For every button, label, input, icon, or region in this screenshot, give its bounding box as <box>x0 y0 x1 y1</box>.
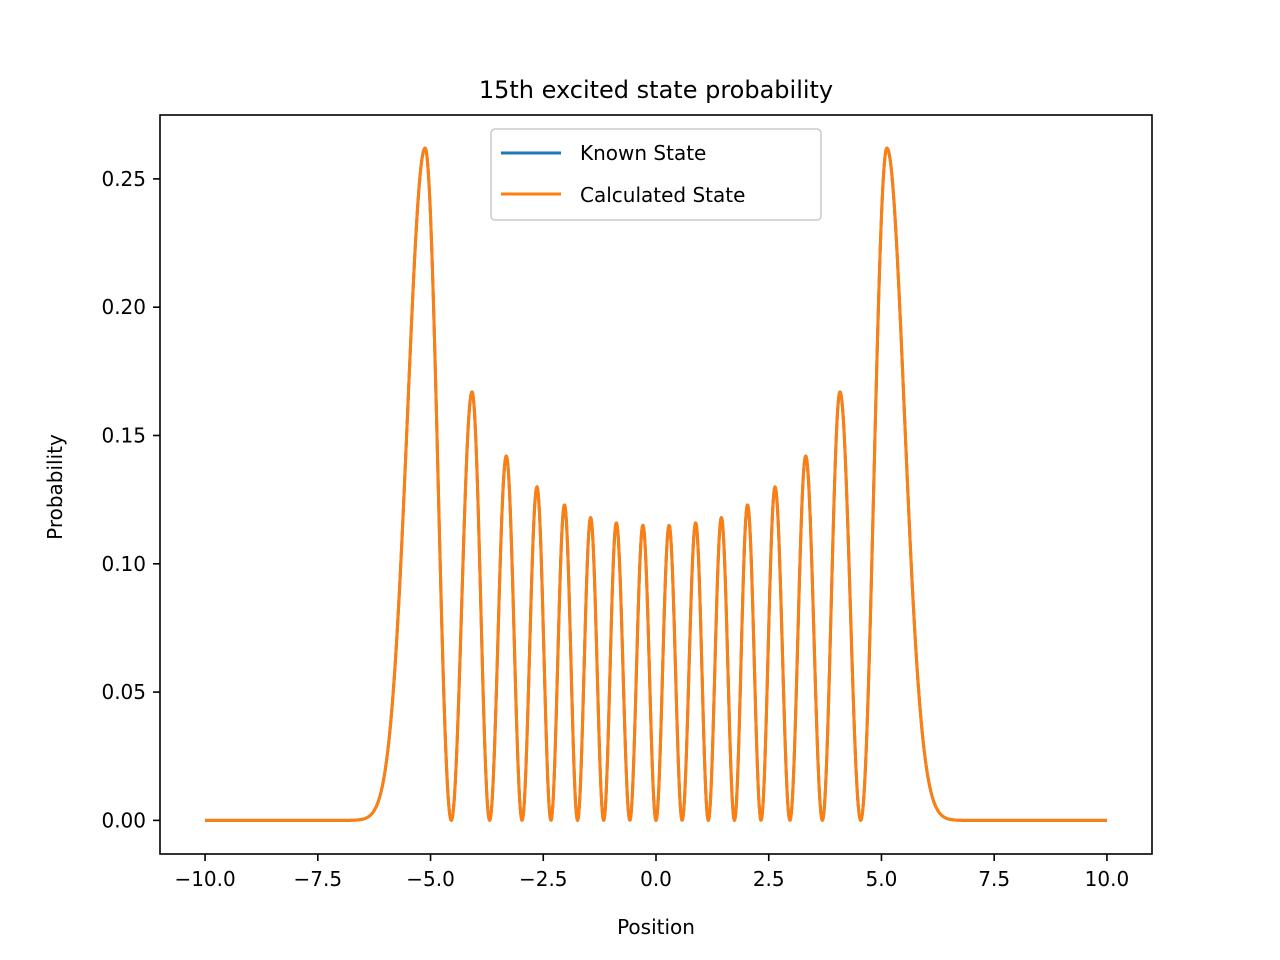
x-tick-label: 5.0 <box>866 867 898 891</box>
y-tick-label: 0.25 <box>101 167 146 191</box>
x-tick-label: 2.5 <box>753 867 785 891</box>
y-tick-label: 0.15 <box>101 423 146 447</box>
x-tick-label: −2.5 <box>519 867 568 891</box>
y-axis: 0.00 0.05 0.10 0.15 0.20 0.25 <box>101 167 160 832</box>
plot-lines <box>204 146 1108 822</box>
y-axis-label: Probability <box>43 434 67 540</box>
x-tick-label: 7.5 <box>978 867 1010 891</box>
x-tick-label: 10.0 <box>1085 867 1130 891</box>
y-tick-label: 0.00 <box>101 808 146 832</box>
legend-label-known-state: Known State <box>580 141 706 165</box>
y-tick-label: 0.05 <box>101 680 146 704</box>
x-tick-label: −7.5 <box>294 867 343 891</box>
x-tick-label: −10.0 <box>174 867 235 891</box>
chart-title: 15th excited state probability <box>479 76 833 104</box>
legend-box <box>490 128 822 221</box>
x-tick-label: −5.0 <box>406 867 455 891</box>
x-tick-label: 0.0 <box>640 867 672 891</box>
x-axis: −10.0 −7.5 −5.0 −2.5 0.0 2.5 5.0 7.5 10.0 <box>174 854 1129 891</box>
y-tick-label: 0.10 <box>101 552 146 576</box>
y-tick-label: 0.20 <box>101 295 146 319</box>
legend: Known State Calculated State <box>490 128 822 221</box>
legend-label-calculated-state: Calculated State <box>580 183 745 207</box>
series-line-calculated-state <box>204 146 1108 822</box>
x-axis-label: Position <box>617 915 695 939</box>
